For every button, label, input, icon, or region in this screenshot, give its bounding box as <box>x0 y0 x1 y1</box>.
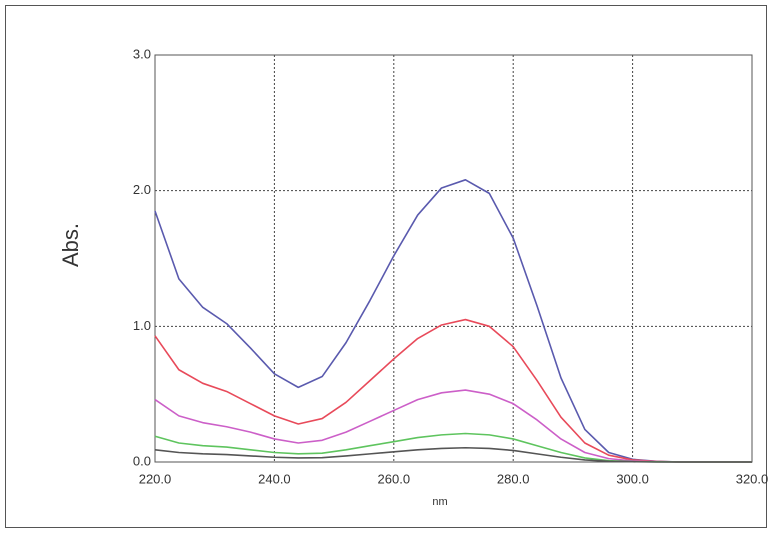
x-tick-label: 300.0 <box>616 471 649 486</box>
y-tick-label: 1.0 <box>133 318 151 333</box>
y-tick-label: 0.0 <box>133 453 151 468</box>
x-tick-label: 280.0 <box>497 471 530 486</box>
x-tick-label: 220.0 <box>139 471 172 486</box>
x-axis-label: nm <box>432 496 447 508</box>
frame <box>5 5 767 528</box>
y-tick-label: 2.0 <box>133 182 151 197</box>
spectrum-line <box>154 179 752 463</box>
spectrum-line <box>154 446 752 463</box>
x-tick-label: 260.0 <box>378 471 411 486</box>
plot-frame <box>154 54 753 463</box>
y-axis-label: Abs. <box>58 223 83 267</box>
y-tick-label: 3.0 <box>133 46 151 61</box>
x-tick-label: 240.0 <box>258 471 291 486</box>
x-tick-label: 320.0 <box>736 471 769 486</box>
